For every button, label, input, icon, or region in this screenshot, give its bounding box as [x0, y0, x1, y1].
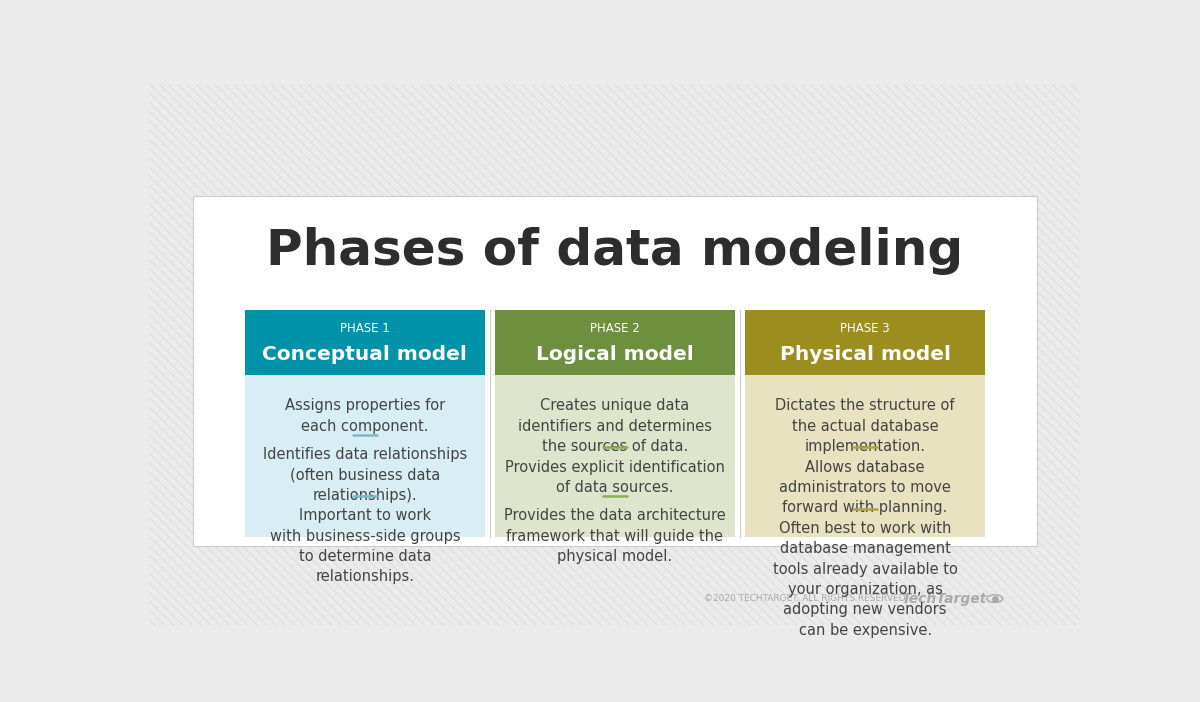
Text: Important to work
with business-side groups
to determine data
relationships.: Important to work with business-side gro… [270, 508, 461, 584]
Text: Physical model: Physical model [780, 345, 950, 364]
Bar [745, 310, 985, 376]
Text: Creates unique data
identifiers and determines
the sources of data.: Creates unique data identifiers and dete… [518, 399, 712, 454]
Text: PHASE 3: PHASE 3 [840, 322, 890, 335]
Text: Provides explicit identification
of data sources.: Provides explicit identification of data… [505, 460, 725, 495]
Text: Identifies data relationships
(often business data
relationships).: Identifies data relationships (often bus… [263, 447, 467, 503]
Text: Often best to work with
database management
tools already available to
your orga: Often best to work with database managem… [773, 521, 958, 638]
Text: Provides the data architecture
framework that will guide the
physical model.: Provides the data architecture framework… [504, 508, 726, 564]
Text: PHASE 1: PHASE 1 [340, 322, 390, 335]
Text: Dictates the structure of
the actual database
implementation.: Dictates the structure of the actual dat… [775, 399, 955, 454]
Bar [245, 376, 485, 537]
Bar [496, 376, 734, 537]
Bar [496, 310, 734, 376]
Text: Logical model: Logical model [536, 345, 694, 364]
Bar [745, 376, 985, 537]
Text: PHASE 2: PHASE 2 [590, 322, 640, 335]
Text: Assigns properties for
each component.: Assigns properties for each component. [284, 399, 445, 434]
Bar [245, 310, 485, 376]
Text: Phases of data modeling: Phases of data modeling [266, 227, 964, 275]
Text: TechTarget: TechTarget [901, 592, 986, 606]
Bar [193, 196, 1037, 546]
Text: Allows database
administrators to move
forward with planning.: Allows database administrators to move f… [779, 460, 952, 515]
Text: ©2020 TECHTARGET. ALL RIGHTS RESERVED: ©2020 TECHTARGET. ALL RIGHTS RESERVED [704, 594, 906, 603]
Text: Conceptual model: Conceptual model [263, 345, 467, 364]
